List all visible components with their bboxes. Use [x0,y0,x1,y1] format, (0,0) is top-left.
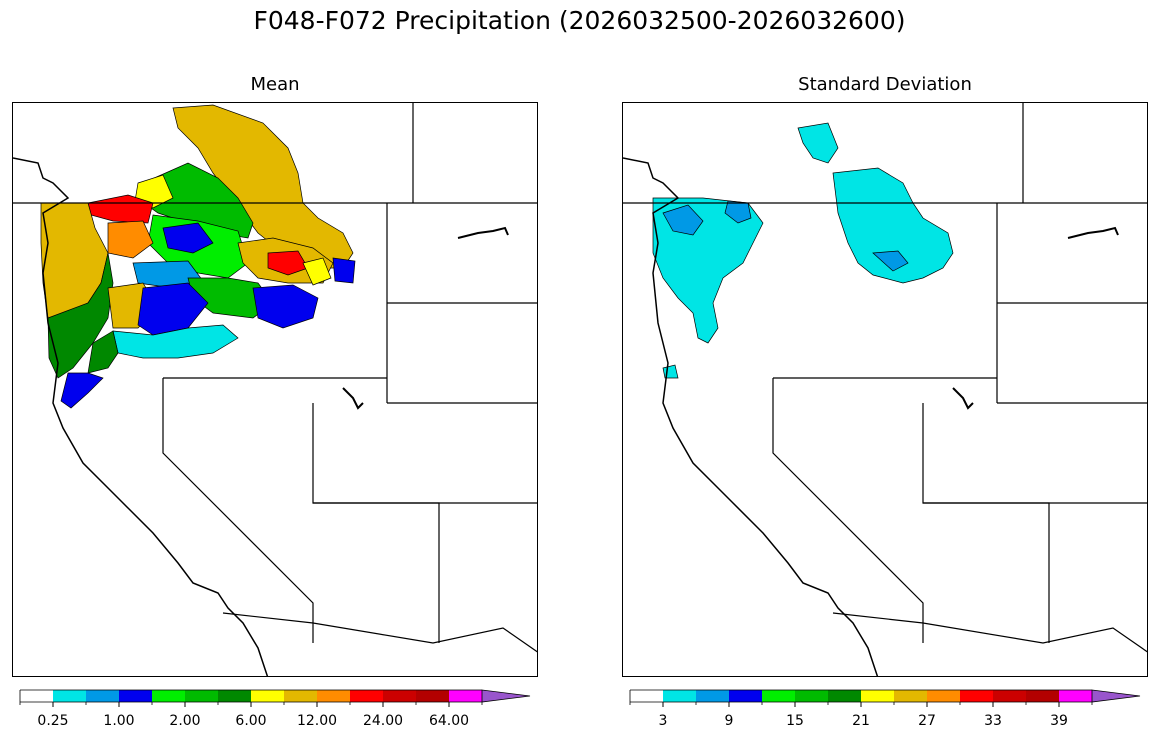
colorbar-tick-label: 0.25 [37,713,68,729]
mean-coastline [13,157,269,676]
colorbar-segment [350,690,383,702]
mean-state-boundaries [13,103,537,653]
colorbar-segment [317,690,350,702]
stddev-colorbar: 3 9 15 21 27 33 39 [629,689,1142,730]
sd-basin-cyan-north [797,122,839,164]
stddev-precip-basins [652,122,954,379]
sd-lake-north [1067,226,1119,239]
colorbar-extend-arrow [481,689,531,703]
basin-orange-mid [107,220,154,259]
colorbar-segment [894,690,927,702]
mean-map-panel [12,102,538,677]
sd-boundary-nv [772,378,924,643]
colorbar-tick-label: 24.00 [363,713,403,729]
sd-great-salt-lake [952,387,974,410]
colorbar-tick-label: 39 [1050,713,1068,729]
basin-blue-mid [162,222,214,254]
colorbar-segment [251,690,284,702]
colorbar-tick-label: 1.00 [103,713,134,729]
colorbar-segment [416,690,449,702]
basin-red-east [267,250,309,276]
colorbar-segment [828,690,861,702]
great-salt-lake [342,387,364,410]
colorbar-tick-label: 9 [725,713,734,729]
sd-boundary-mexico [832,612,1147,653]
basin-blue-sw [60,372,104,409]
colorbar-segment [696,690,729,702]
sd-basin-lightblue-coast [662,204,704,236]
colorbar-tick-label: 3 [659,713,668,729]
mean-map [13,103,537,676]
basin-yellow-east [302,257,332,286]
mean-colorbar: 0.25 1.00 2.00 6.00 12.00 24.00 64.00 [19,689,532,730]
colorbar-tick-label: 6.00 [235,713,266,729]
stddev-colorbar-svg: 3 9 15 21 27 33 39 [629,689,1141,729]
colorbar-tick-label: 15 [786,713,804,729]
boundary-mexico [222,612,537,653]
colorbar-tick-label: 33 [984,713,1002,729]
stddev-map [623,103,1147,676]
colorbar-segment [383,690,416,702]
colorbar-segment [1059,690,1092,702]
colorbar-tick-label: 12.00 [297,713,337,729]
colorbar-segment [53,690,86,702]
stddev-state-boundaries [623,103,1147,653]
sd-boundary-east-5 [922,403,1147,504]
basin-green-south [47,252,114,379]
stddev-map-panel [622,102,1148,677]
colorbar-segment [86,690,119,702]
colorbar-segment [1026,690,1059,702]
sd-basin-cyan-sw [662,364,679,379]
colorbar-segment [993,690,1026,702]
colorbar-segment [630,690,663,702]
sd-basin-cyan-northeast [832,167,954,284]
colorbar-segment [960,690,993,702]
colorbar-segment [20,690,53,702]
colorbar-segment [152,690,185,702]
colorbar-tick-label: 27 [918,713,936,729]
mean-precip-basins [40,104,356,409]
colorbar-segment [729,690,762,702]
colorbar-segment [119,690,152,702]
basin-cyan-south [112,324,239,359]
boundary-east-5 [312,403,537,504]
colorbar-extend-arrow [1091,689,1141,703]
colorbar-tick-label: 64.00 [429,713,469,729]
mean-colorbar-svg: 0.25 1.00 2.00 6.00 12.00 24.00 64.00 [19,689,531,729]
figure-title: F048-F072 Precipitation (2026032500-2026… [253,6,906,35]
stddev-coastline [623,157,879,676]
basin-blue-east [332,257,356,284]
basin-green-sw [87,330,119,374]
sd-boundary-ut-az [923,502,1050,643]
mean-panel-title: Mean [250,74,300,95]
colorbar-segment [218,690,251,702]
colorbar-segment [762,690,795,702]
sd-basin-cyan-coast [652,197,764,344]
boundary-nv [162,378,314,643]
basin-blue-south-2 [252,284,319,329]
colorbar-segment [185,690,218,702]
colorbar-segment [284,690,317,702]
colorbar-tick-label: 21 [852,713,870,729]
colorbar-segment [795,690,828,702]
basin-green-north [140,162,254,239]
colorbar-segment [663,690,696,702]
colorbar-segment [449,690,482,702]
colorbar-segment [861,690,894,702]
stddev-panel-title: Standard Deviation [798,74,972,95]
colorbar-tick-label: 2.00 [169,713,200,729]
boundary-ut-az [313,502,440,643]
lake-north [457,226,509,239]
sd-basin-lightblue-ne [872,250,909,272]
colorbar-segment [927,690,960,702]
